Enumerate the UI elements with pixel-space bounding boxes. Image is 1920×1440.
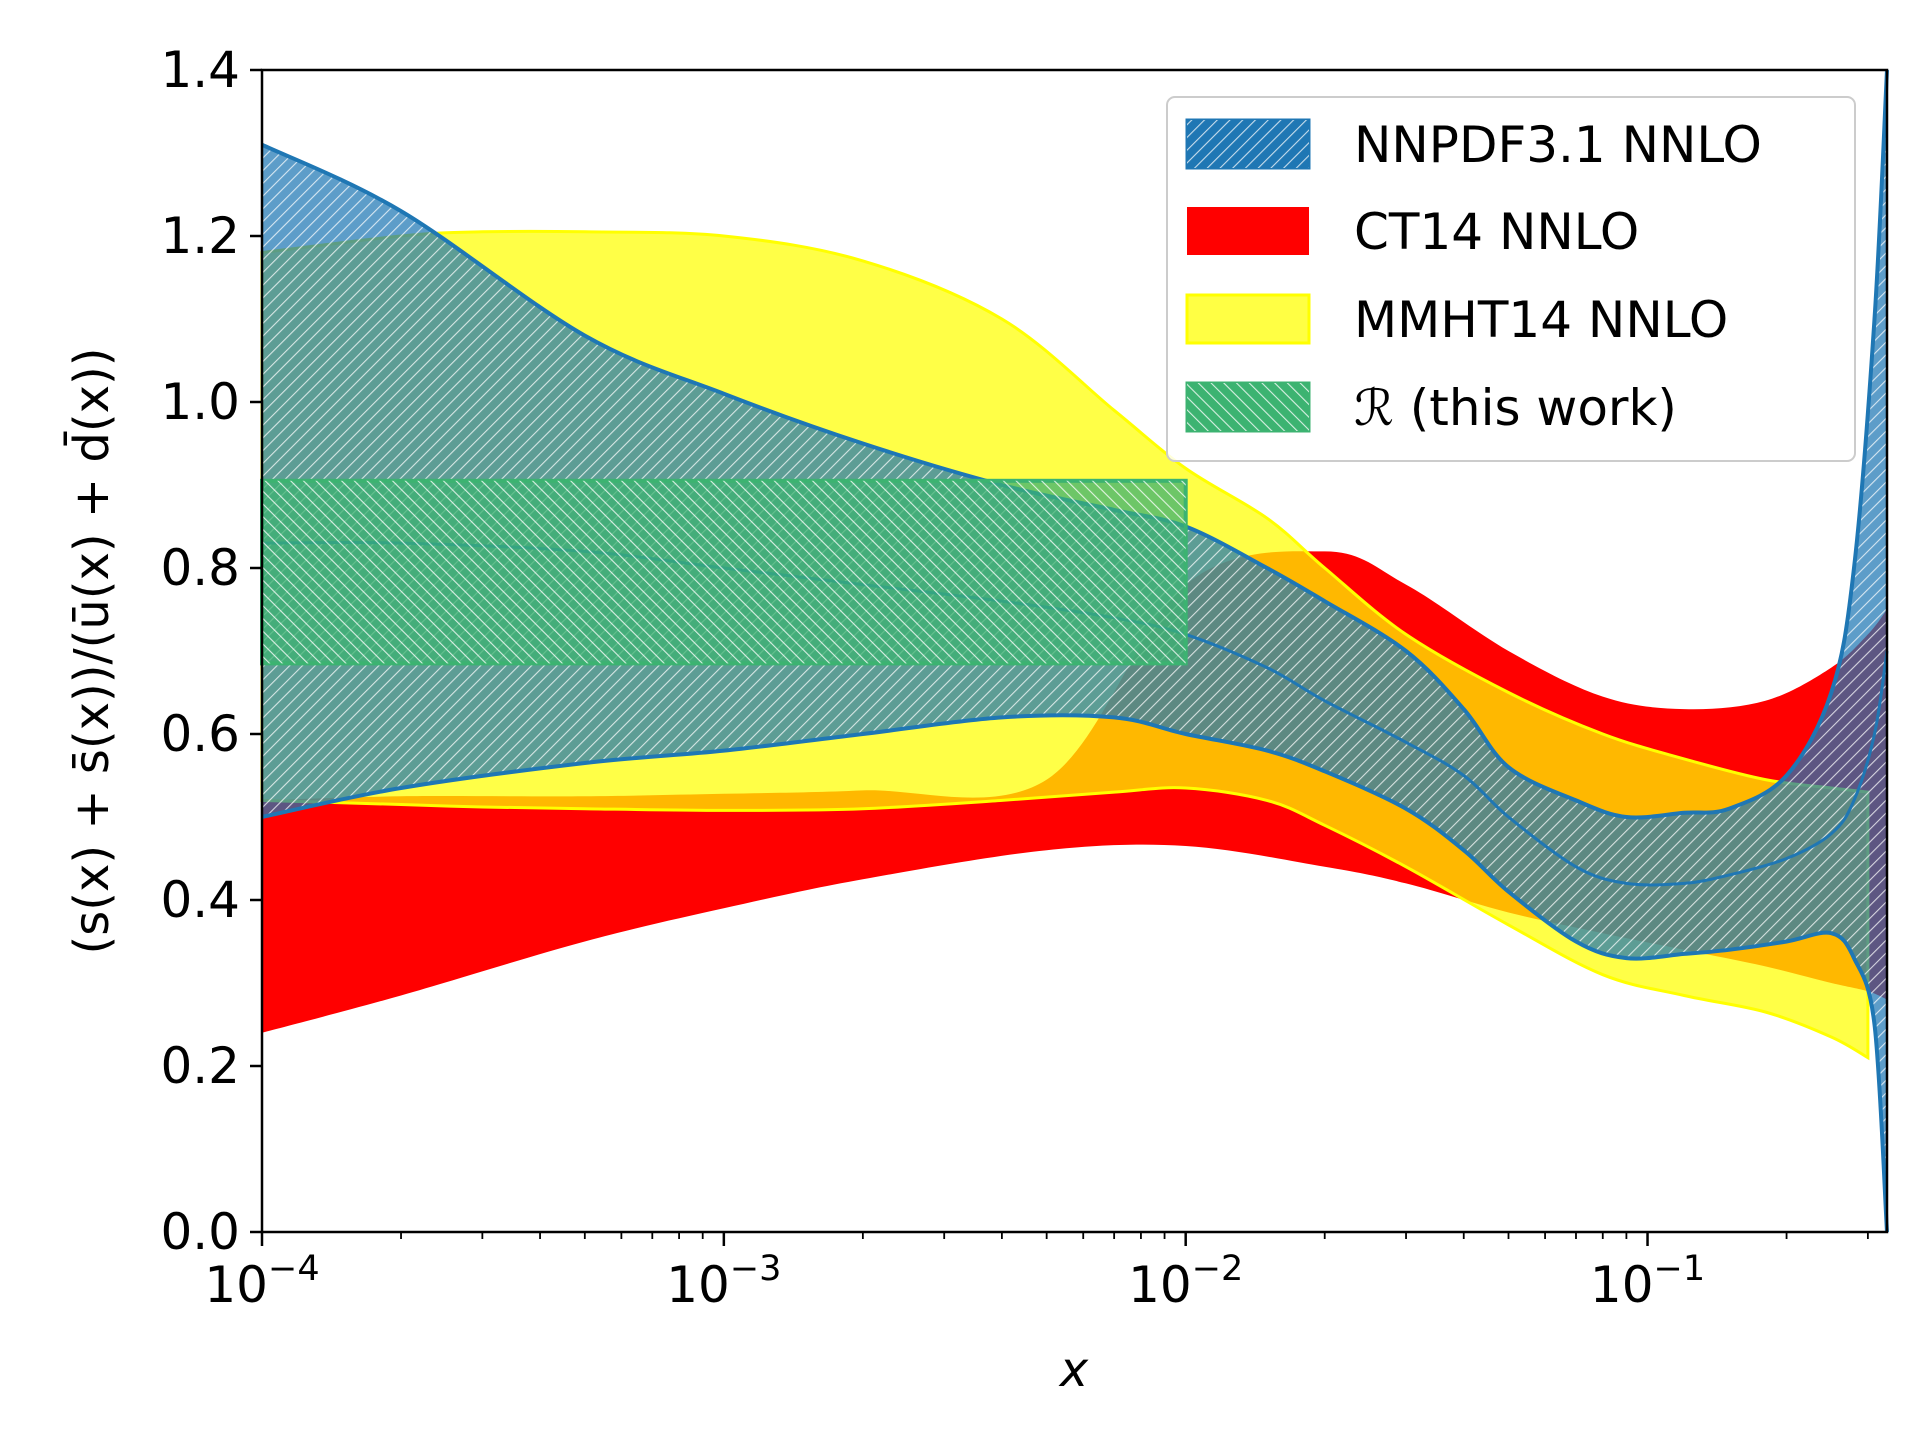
x-tick-label: 10−2: [1128, 1249, 1243, 1314]
x-tick-label: 10−3: [666, 1249, 781, 1314]
y-axis: 0.0 0.2 0.4 0.6 0.8 1.0 1.2 1.4: [160, 41, 262, 1261]
y-tick-label: 0.2: [160, 1037, 240, 1095]
legend-label-mmht: MMHT14 NNLO: [1354, 291, 1728, 349]
x-tick-label: 10−4: [204, 1249, 319, 1314]
legend-label-nnpdf: NNPDF3.1 NNLO: [1354, 116, 1762, 174]
y-tick-label: 1.4: [160, 41, 240, 99]
x-tick-label: 10−1: [1590, 1249, 1705, 1314]
x-axis-title: x: [1058, 1342, 1089, 1398]
y-axis-title: (s(x) + s̄(x))/(ū(x) + d̄(x)): [63, 348, 120, 955]
legend-swatch-mmht: [1185, 293, 1311, 345]
this-work-band-hatch: [262, 480, 1186, 664]
y-tick-label: 0.8: [160, 539, 240, 597]
legend-label-this-work: ℛ (this work): [1354, 379, 1677, 437]
nnpdf31-upper-edge: [261, 69, 1889, 820]
x-axis: 10−4 10−3 10−2 10−1: [204, 1232, 1869, 1314]
axes-frame: [260, 68, 1889, 1234]
legend-swatch-nnpdf-hatch: [1187, 120, 1309, 168]
legend-swatch-this-work-hatch: [1187, 383, 1309, 431]
plot-area: [260, 69, 1889, 1233]
y-tick-label: 1.2: [160, 207, 240, 265]
nnpdf31-lower-edge: [261, 713, 1889, 1233]
legend-label-ct14: CT14 NNLO: [1354, 203, 1639, 261]
y-tick-label: 1.0: [160, 373, 240, 431]
y-tick-label: 0.4: [160, 871, 240, 929]
legend: NNPDF3.1 NNLO CT14 NNLO MMHT14 NNLO ℛ (t…: [1166, 96, 1856, 462]
legend-frame: [1166, 96, 1856, 462]
y-tick-label: 0.0: [160, 1203, 240, 1261]
legend-swatch-ct14: [1187, 207, 1309, 255]
y-tick-label: 0.6: [160, 705, 240, 763]
